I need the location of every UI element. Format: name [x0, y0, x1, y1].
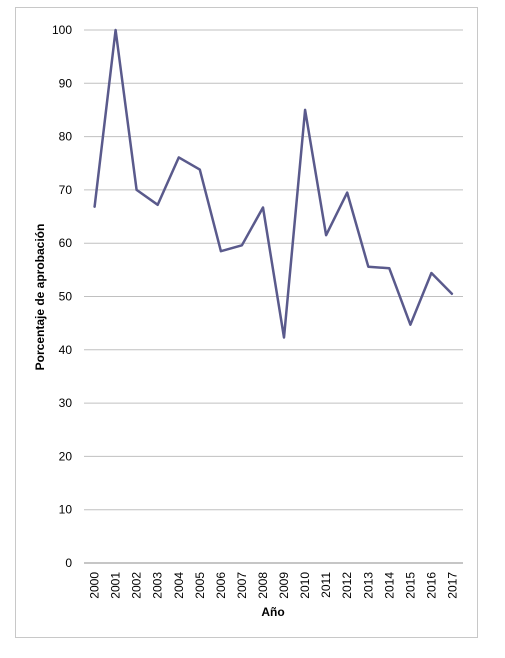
chart-frame	[15, 7, 478, 638]
x-tick-label: 2005	[193, 572, 207, 599]
y-tick-label: 60	[59, 236, 73, 250]
x-tick-label: 2000	[88, 572, 102, 599]
data-point	[388, 267, 390, 269]
data-point	[283, 337, 285, 338]
y-tick-label: 90	[59, 76, 73, 90]
x-tick-label: 2012	[340, 572, 354, 599]
data-point	[178, 156, 180, 158]
data-point	[346, 192, 348, 194]
x-tick-label: 2011	[319, 572, 333, 598]
x-axis-title: Año	[261, 605, 284, 619]
y-tick-label: 0	[65, 556, 72, 570]
x-tick-label: 2016	[424, 572, 438, 599]
data-point	[241, 244, 243, 246]
data-point	[199, 169, 201, 171]
x-tick-label: 2015	[403, 572, 417, 599]
y-axis-title: Porcentaje de aprobación	[33, 224, 47, 371]
x-tick-label: 2014	[382, 572, 396, 599]
x-tick-label: 2007	[235, 572, 249, 599]
data-point	[262, 207, 264, 208]
x-tick-label: 2001	[109, 572, 123, 599]
x-axis-tick-labels: 2000 2001 2002 2003 2004 2005 2006 2007 2008 2009…	[88, 572, 460, 599]
x-tick-label: 2002	[130, 572, 144, 599]
x-tick-label: 2006	[214, 572, 228, 599]
y-tick-label: 50	[59, 290, 73, 304]
data-point	[304, 109, 306, 111]
data-point	[94, 207, 95, 208]
data-point	[409, 324, 411, 326]
y-tick-label: 80	[59, 130, 73, 144]
x-tick-label: 2013	[361, 572, 375, 599]
y-tick-label: 20	[59, 449, 73, 463]
data-point	[452, 293, 453, 295]
x-tick-label: 2008	[256, 572, 270, 599]
gridlines	[84, 29, 463, 564]
data-point	[115, 29, 117, 31]
y-axis-tick-labels: 0 10 20 30 40 50 60 70 80 90 100	[52, 23, 72, 570]
y-tick-label: 100	[52, 23, 72, 37]
series-lines	[93, 28, 454, 339]
x-tick-label: 2004	[172, 572, 186, 599]
x-tick-label: 2010	[298, 572, 312, 599]
x-tick-label: 2003	[151, 572, 165, 599]
y-tick-label: 30	[59, 396, 73, 410]
y-tick-label: 10	[59, 503, 73, 517]
data-point	[136, 189, 138, 191]
series-line-0	[93, 28, 454, 339]
data-point	[325, 234, 327, 236]
data-point	[430, 272, 432, 274]
data-point	[220, 250, 222, 252]
data-point	[157, 204, 159, 206]
x-tick-label: 2009	[277, 572, 291, 599]
data-point	[367, 266, 369, 268]
x-tick-label: 2017	[445, 572, 459, 599]
y-tick-label: 70	[59, 183, 73, 197]
y-tick-label: 40	[59, 343, 73, 357]
